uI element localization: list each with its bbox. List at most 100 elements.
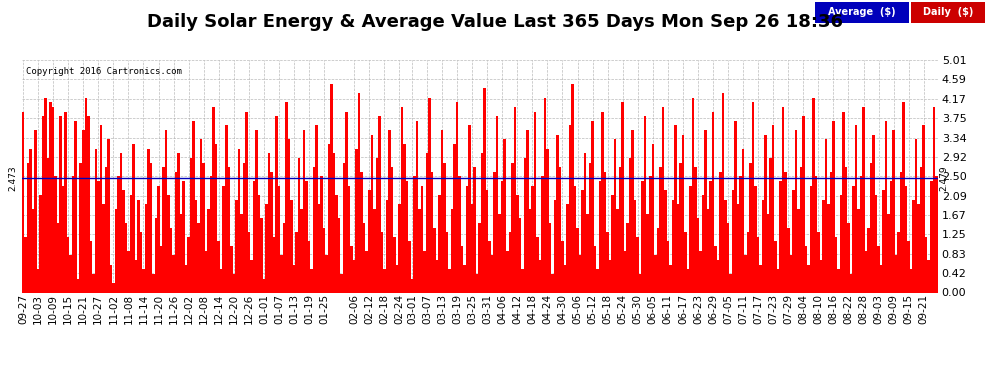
Bar	[403, 144, 406, 292]
Bar	[458, 177, 460, 292]
Bar	[393, 237, 396, 292]
Bar	[789, 255, 792, 292]
Bar	[594, 246, 596, 292]
Bar	[423, 251, 426, 292]
Bar	[599, 181, 601, 292]
Bar	[918, 204, 920, 292]
Bar	[563, 265, 566, 292]
Bar	[882, 190, 885, 292]
Bar	[865, 251, 867, 292]
Bar	[32, 209, 35, 292]
Bar	[486, 190, 488, 292]
Bar	[830, 172, 833, 292]
Bar	[744, 255, 746, 292]
Bar	[777, 269, 779, 292]
Bar	[591, 121, 594, 292]
Bar	[509, 232, 511, 292]
Bar	[25, 237, 27, 292]
Bar	[375, 158, 378, 292]
Bar	[779, 181, 782, 292]
Bar	[810, 186, 812, 292]
Bar	[762, 200, 764, 292]
Bar	[737, 204, 740, 292]
Bar	[632, 130, 634, 292]
Bar	[634, 200, 637, 292]
Bar	[255, 130, 257, 292]
Bar	[697, 218, 699, 292]
Bar	[787, 228, 789, 292]
Bar	[79, 162, 82, 292]
Bar	[172, 255, 175, 292]
Bar	[77, 279, 79, 292]
Bar	[838, 269, 840, 292]
Bar	[722, 93, 725, 292]
Bar	[89, 242, 92, 292]
Bar	[471, 204, 473, 292]
Bar	[272, 237, 275, 292]
Bar	[138, 200, 140, 292]
Bar	[30, 148, 32, 292]
Bar	[192, 121, 195, 292]
Bar	[148, 148, 149, 292]
Bar	[187, 237, 190, 292]
Bar	[614, 140, 617, 292]
Bar	[847, 223, 849, 292]
Bar	[441, 130, 444, 292]
Bar	[561, 242, 563, 292]
Bar	[383, 269, 385, 292]
Bar	[877, 246, 880, 292]
Bar	[935, 177, 938, 292]
Bar	[521, 269, 524, 292]
Bar	[483, 88, 486, 292]
Bar	[218, 242, 220, 292]
Bar	[870, 162, 872, 292]
Bar	[200, 140, 202, 292]
Bar	[872, 135, 875, 292]
Bar	[574, 186, 576, 292]
Bar	[539, 260, 542, 292]
Bar	[431, 172, 434, 292]
Bar	[87, 116, 89, 292]
Bar	[338, 218, 341, 292]
Bar	[694, 167, 697, 292]
Bar	[230, 246, 233, 292]
Bar	[413, 177, 416, 292]
Bar	[679, 162, 682, 292]
Bar	[805, 246, 807, 292]
Bar	[923, 125, 925, 292]
Bar	[145, 204, 148, 292]
Bar	[336, 195, 338, 292]
Bar	[288, 140, 290, 292]
Bar	[619, 167, 622, 292]
Bar	[408, 242, 411, 292]
Bar	[434, 228, 436, 292]
Bar	[581, 190, 584, 292]
Bar	[67, 237, 69, 292]
Bar	[514, 107, 516, 292]
Bar	[225, 125, 228, 292]
Text: 2.479: 2.479	[940, 165, 948, 190]
Bar	[742, 148, 744, 292]
Bar	[812, 98, 815, 292]
Bar	[556, 135, 558, 292]
Bar	[759, 265, 762, 292]
Bar	[895, 255, 897, 292]
Bar	[807, 265, 810, 292]
Bar	[905, 186, 908, 292]
Bar	[676, 204, 679, 292]
Bar	[265, 204, 267, 292]
Bar	[328, 144, 331, 292]
Bar	[380, 232, 383, 292]
Bar	[164, 130, 167, 292]
Bar	[751, 102, 754, 292]
Bar	[815, 177, 817, 292]
Bar	[105, 167, 107, 292]
Bar	[321, 177, 323, 292]
Bar	[488, 242, 491, 292]
Bar	[250, 260, 252, 292]
Bar	[391, 167, 393, 292]
Bar	[50, 102, 51, 292]
Bar	[208, 209, 210, 292]
Bar	[152, 274, 154, 292]
Bar	[439, 195, 441, 292]
